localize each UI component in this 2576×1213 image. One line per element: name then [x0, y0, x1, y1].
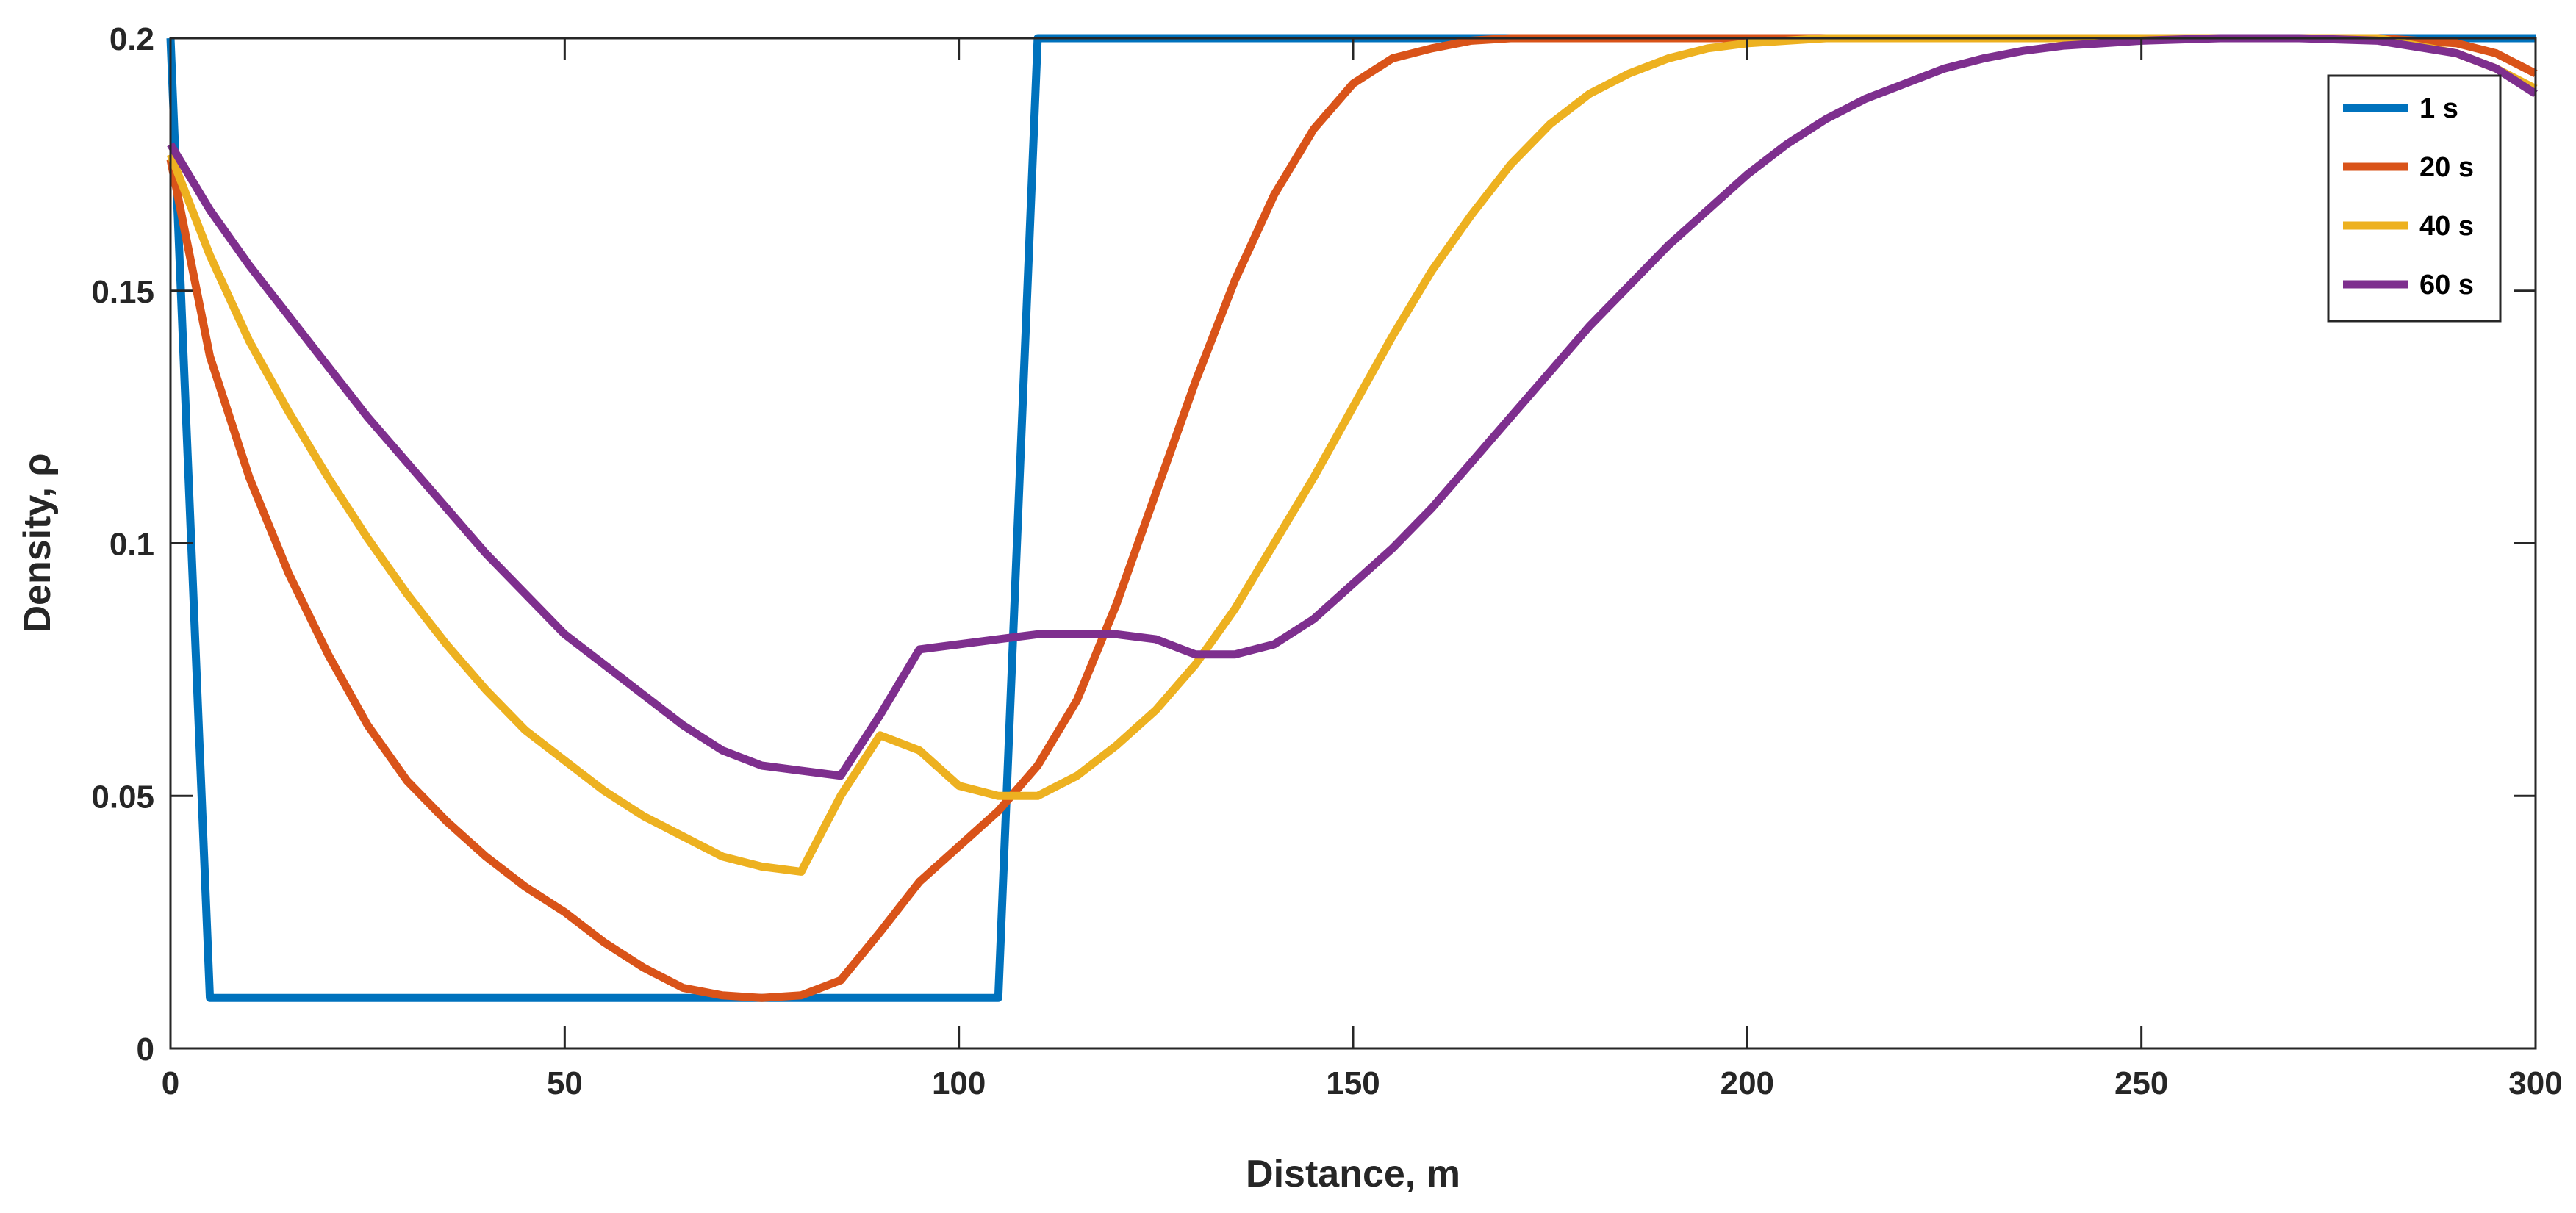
x-tick-label: 300: [2508, 1065, 2562, 1101]
x-axis-title: Distance, m: [1246, 1153, 1460, 1195]
y-tick-label: 0: [137, 1032, 154, 1068]
legend: 1 s 20 s 40 s 60 s: [2327, 74, 2502, 323]
legend-box: [2327, 74, 2502, 323]
plot-area: [171, 38, 2536, 1048]
y-axis-title: Density, ρ: [16, 453, 59, 633]
legend-label-60s: 60 s: [2419, 270, 2474, 300]
series-line-60s: [167, 34, 2538, 780]
legend-label-20s: 20 s: [2419, 152, 2474, 183]
x-tick-label: 150: [1326, 1065, 1380, 1101]
y-tick-label: 0.2: [110, 21, 154, 57]
legend-label-40s: 40 s: [2419, 211, 2474, 242]
legend-label-1s: 1 s: [2419, 93, 2458, 124]
y-tick-label: 0.1: [110, 527, 154, 563]
x-tick-label: 250: [2114, 1065, 2168, 1101]
tick-labels-layer: 0 50 100 150 200 250 300 0 0.05 0.1 0.15 0.2: [91, 21, 2562, 1101]
y-tick-label: 0.05: [91, 779, 154, 815]
x-tick-label: 200: [1721, 1065, 1774, 1101]
ticks-layer: [169, 37, 2537, 1050]
x-tick-label: 100: [932, 1065, 986, 1101]
y-tick-label: 0.15: [91, 274, 154, 310]
x-tick-label: 0: [162, 1065, 179, 1101]
series-line-40s: [166, 34, 2538, 876]
x-tick-label: 50: [547, 1065, 583, 1101]
